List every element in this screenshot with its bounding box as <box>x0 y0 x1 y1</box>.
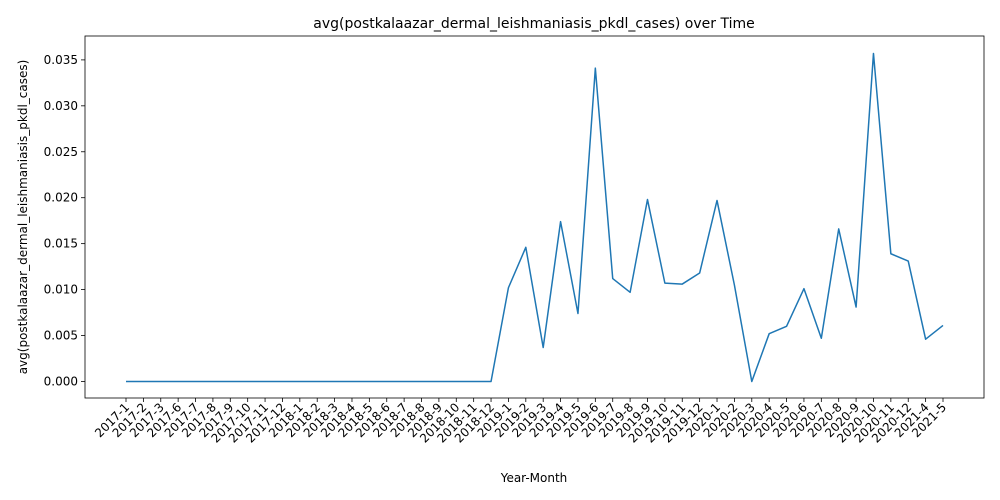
y-tick-label: 0.000 <box>44 374 78 388</box>
y-tick-label: 0.020 <box>44 191 78 205</box>
y-tick-label: 0.015 <box>44 237 78 251</box>
plot-frame <box>84 35 985 399</box>
y-tick-label: 0.030 <box>44 99 78 113</box>
y-tick-label: 0.025 <box>44 145 78 159</box>
x-axis-label: Year-Month <box>500 471 568 485</box>
y-tick-label: 0.005 <box>44 329 78 343</box>
x-axis: 2017-12017-22017-32017-62017-72017-82017… <box>92 398 949 446</box>
chart-title: avg(postkalaazar_dermal_leishmaniasis_pk… <box>313 16 754 32</box>
y-tick-label: 0.010 <box>44 283 78 297</box>
y-axis: 0.000 0.005 0.010 0.015 0.020 0.025 0.030 0.035 <box>44 53 85 388</box>
series-line <box>126 52 944 383</box>
y-axis-label: avg(postkalaazar_dermal_leishmaniasis_pk… <box>16 60 30 375</box>
y-tick-label: 0.035 <box>44 53 78 67</box>
